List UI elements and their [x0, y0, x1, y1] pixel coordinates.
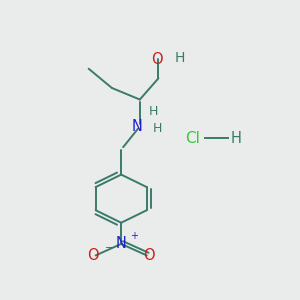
Text: H: H — [230, 130, 241, 146]
Text: O: O — [88, 248, 99, 263]
Text: N: N — [116, 236, 127, 251]
Text: N: N — [132, 119, 143, 134]
Text: O: O — [152, 52, 163, 67]
Text: Cl: Cl — [185, 130, 200, 146]
Text: H: H — [175, 51, 185, 65]
Text: H: H — [149, 105, 158, 118]
Text: +: + — [130, 231, 139, 241]
Text: −: − — [105, 243, 113, 253]
Text: H: H — [153, 122, 162, 135]
Text: O: O — [143, 248, 155, 263]
